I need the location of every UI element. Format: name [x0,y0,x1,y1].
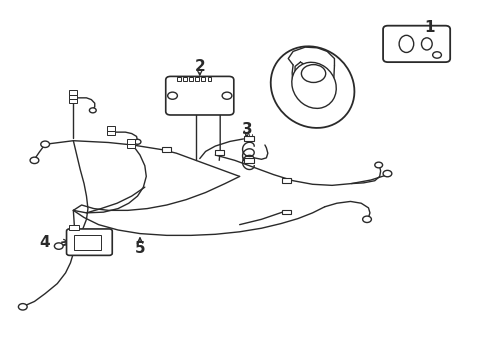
Bar [126,139,134,144]
Text: 4: 4 [40,235,50,249]
Circle shape [222,92,231,99]
FancyBboxPatch shape [165,76,233,115]
Bar [126,144,134,148]
Bar [201,77,204,81]
Bar [69,95,77,99]
Circle shape [54,243,63,249]
Text: 2: 2 [194,59,205,74]
Bar [195,77,199,81]
Circle shape [41,141,49,148]
Circle shape [134,139,141,144]
Circle shape [362,216,371,222]
Circle shape [432,52,441,58]
FancyBboxPatch shape [66,229,112,255]
Bar [107,131,115,135]
Bar [69,99,77,103]
Ellipse shape [270,46,354,128]
FancyBboxPatch shape [382,26,449,62]
Bar [243,158,254,163]
Ellipse shape [291,62,336,108]
Text: 3: 3 [241,122,252,137]
Circle shape [301,64,325,82]
Bar [282,178,290,183]
Ellipse shape [398,35,413,53]
Bar [282,210,290,214]
Bar [162,148,170,152]
Bar [177,77,181,81]
Circle shape [30,157,39,163]
Circle shape [167,92,177,99]
Bar [243,136,254,141]
Bar [215,150,224,155]
Bar [69,90,77,95]
Circle shape [19,303,27,310]
Bar [189,77,193,81]
Circle shape [89,108,96,113]
Circle shape [374,162,382,168]
Bar [183,77,187,81]
Ellipse shape [421,38,431,50]
Bar [69,225,79,230]
Text: 1: 1 [423,19,434,35]
Bar [74,235,101,249]
Bar [107,126,115,131]
Bar [207,77,211,81]
Circle shape [382,170,391,177]
Text: 5: 5 [134,241,145,256]
